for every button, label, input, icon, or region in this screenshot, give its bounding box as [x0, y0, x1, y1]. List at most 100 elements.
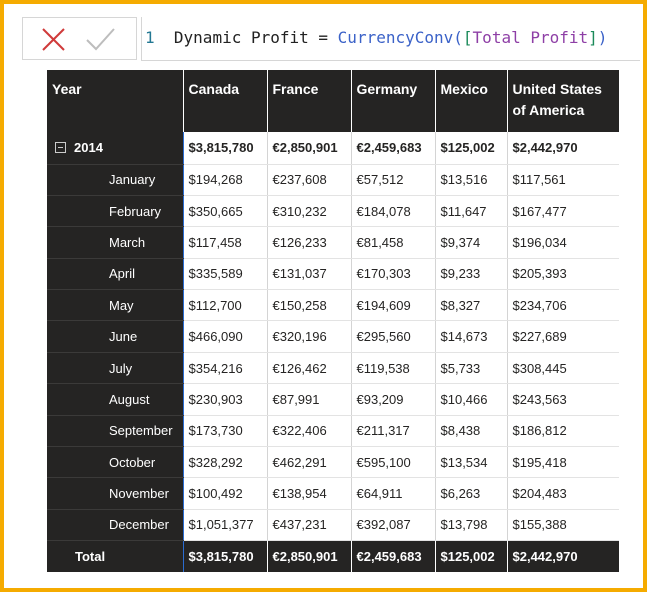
row-header: March: [47, 226, 184, 259]
cell: €2,459,683: [350, 540, 435, 572]
cell: €310,232: [266, 195, 351, 228]
cell: €126,462: [266, 352, 351, 385]
cell: $2,442,970: [506, 540, 619, 572]
row-header: 2014: [47, 132, 184, 165]
cell: $466,090: [182, 320, 267, 353]
formula-editor[interactable]: 1 Dynamic Profit = CurrencyConv([Total P…: [141, 17, 640, 61]
month-row: November $100,492 €138,954 €64,911 $6,263 $20…: [47, 477, 619, 510]
column-header: United States of America: [506, 70, 619, 132]
header-row: Year Canada France Germany Mexico United Stat…: [47, 70, 619, 132]
cell: $194,268: [182, 164, 267, 196]
cancel-button[interactable]: [42, 28, 65, 51]
column-header: Mexico: [434, 70, 507, 132]
row-header: May: [47, 289, 184, 322]
cell: $3,815,780: [182, 132, 267, 165]
year-label: 2014: [74, 140, 103, 156]
cell: €2,850,901: [266, 132, 351, 165]
cell: $125,002: [434, 540, 507, 572]
month-row: March $117,458 €126,233 €81,458 $9,374 $196,0…: [47, 226, 619, 259]
cell: €211,317: [350, 415, 435, 448]
cell: €295,560: [350, 320, 435, 353]
cell: $243,563: [506, 383, 619, 416]
cell: $167,477: [506, 195, 619, 228]
cell: $125,002: [434, 132, 507, 165]
measure-name: Dynamic Profit =: [173, 28, 329, 47]
column-header: France: [266, 70, 351, 132]
cell: €93,209: [350, 383, 435, 416]
cell: €81,458: [350, 226, 435, 259]
cell: $227,689: [506, 320, 619, 353]
row-header: October: [47, 446, 184, 479]
row-header: September: [47, 415, 184, 448]
cell: €194,609: [350, 289, 435, 322]
cell: $9,374: [434, 226, 507, 259]
cell: €57,512: [350, 164, 435, 196]
cell: $112,700: [182, 289, 267, 322]
cell: $196,034: [506, 226, 619, 259]
column-header: Germany: [350, 70, 435, 132]
bracket: [: [462, 28, 473, 47]
cell: $13,798: [434, 509, 507, 542]
cell: $205,393: [506, 258, 619, 291]
cell: $350,665: [182, 195, 267, 228]
cell: $3,815,780: [182, 540, 267, 572]
collapse-icon[interactable]: [55, 142, 66, 154]
cell: $8,438: [434, 415, 507, 448]
commit-button[interactable]: [86, 28, 115, 51]
cell: €184,078: [350, 195, 435, 228]
row-header: August: [47, 383, 184, 416]
month-row: July $354,216 €126,462 €119,538 $5,733 $308,4…: [47, 352, 619, 385]
month-row: April $335,589 €131,037 €170,303 $9,233 $205,…: [47, 258, 619, 291]
month-row: February $350,665 €310,232 €184,078 $11,647 $…: [47, 195, 619, 228]
cell: €437,231: [266, 509, 351, 542]
cell: $308,445: [506, 352, 619, 385]
cell: $117,458: [182, 226, 267, 259]
bracket: ]: [588, 28, 598, 47]
cell: $204,483: [506, 477, 619, 510]
cell: €126,233: [266, 226, 351, 259]
cell: €87,991: [266, 383, 351, 416]
row-header: December: [47, 509, 184, 542]
cell: $234,706: [506, 289, 619, 322]
cell: $2,442,970: [506, 132, 619, 165]
cell: €131,037: [266, 258, 351, 291]
cell: $354,216: [182, 352, 267, 385]
matrix: Year Canada France Germany Mexico United Stat…: [47, 70, 619, 572]
cell: $13,516: [434, 164, 507, 196]
cell: $8,327: [434, 289, 507, 322]
month-row: September $173,730 €322,406 €211,317 $8,438 $…: [47, 415, 619, 448]
column-header: Year: [47, 70, 183, 132]
cell: $9,233: [434, 258, 507, 291]
cell: €138,954: [266, 477, 351, 510]
cell: €322,406: [266, 415, 351, 448]
row-header: April: [47, 258, 184, 291]
month-row: June $466,090 €320,196 €295,560 $14,673 $227,…: [47, 320, 619, 353]
argument: Total Profit: [472, 28, 589, 47]
formula-buttons: [22, 17, 137, 60]
cell: €2,459,683: [350, 132, 435, 165]
cell: €64,911: [350, 477, 435, 510]
cell: $155,388: [506, 509, 619, 542]
cell: $10,466: [434, 383, 507, 416]
cell: €237,608: [266, 164, 351, 196]
total-row: Total $3,815,780 €2,850,901 €2,459,683 $125,…: [47, 540, 619, 572]
cell: €2,850,901: [266, 540, 351, 572]
cell: $186,812: [506, 415, 619, 448]
year-row: 2014 $3,815,780 €2,850,901 €2,459,683 $125,0…: [47, 132, 619, 165]
cell: €320,196: [266, 320, 351, 353]
buttons: [42, 28, 115, 51]
cell: $230,903: [182, 383, 267, 416]
row-header: July: [47, 352, 184, 385]
cell: $335,589: [182, 258, 267, 291]
function-name: CurrencyConv: [337, 28, 454, 47]
cell: $117,561: [506, 164, 619, 196]
month-row: May $112,700 €150,258 €194,609 $8,327 $234,70…: [47, 289, 619, 322]
month-row: December $1,051,377 €437,231 €392,087 $13,79…: [47, 509, 619, 542]
cell: $14,673: [434, 320, 507, 353]
cell: $100,492: [182, 477, 267, 510]
paren: ): [597, 28, 608, 47]
row-header: November: [47, 477, 184, 510]
month-row: January $194,268 €237,608 €57,512 $13,516 $11…: [47, 164, 619, 196]
cell: $173,730: [182, 415, 267, 448]
